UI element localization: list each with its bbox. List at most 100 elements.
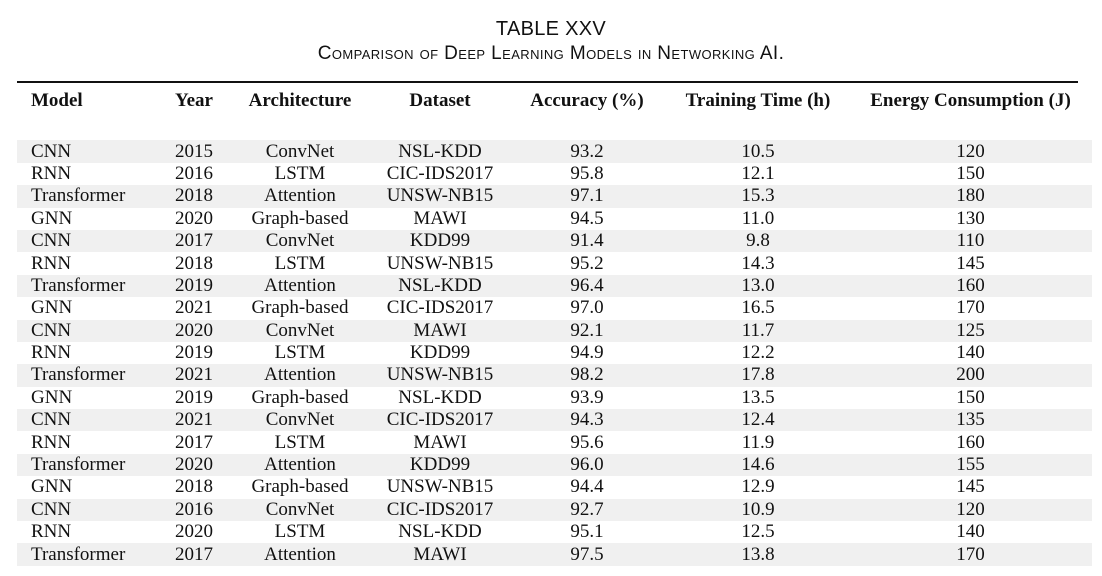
cell-model: CNN	[17, 498, 161, 522]
cell-energy-consumption: 155	[849, 453, 1092, 477]
cell-dataset: NSL-KDD	[373, 274, 507, 298]
cell-training-time: 12.4	[667, 409, 849, 432]
cell-model: GNN	[17, 476, 161, 499]
table-header: Model Year Architecture Dataset Accuracy…	[17, 83, 1092, 118]
table-row: CNN 2021 ConvNet CIC-IDS2017 94.3 12.4 135	[17, 409, 1092, 432]
cell-accuracy: 96.0	[507, 453, 667, 477]
cell-accuracy: 96.4	[507, 274, 667, 298]
cell-dataset: UNSW-NB15	[373, 476, 507, 499]
cell-architecture: Graph-based	[227, 297, 373, 320]
cell-accuracy: 97.0	[507, 297, 667, 320]
cell-energy-consumption: 180	[849, 185, 1092, 208]
cell-energy-consumption: 200	[849, 364, 1092, 387]
cell-energy-consumption: 145	[849, 252, 1092, 275]
cell-year: 2021	[161, 409, 227, 432]
table-row: RNN 2017 LSTM MAWI 95.6 11.9 160	[17, 431, 1092, 454]
cell-dataset: UNSW-NB15	[373, 185, 507, 208]
table-row: CNN 2020 ConvNet MAWI 92.1 11.7 125	[17, 319, 1092, 342]
cell-dataset: CIC-IDS2017	[373, 498, 507, 522]
table-row: Transformer 2018 Attention UNSW-NB15 97.1 15.…	[17, 185, 1092, 208]
cell-training-time: 12.2	[667, 341, 849, 365]
cell-training-time: 15.3	[667, 185, 849, 208]
cell-year: 2016	[161, 498, 227, 522]
cell-dataset: KDD99	[373, 453, 507, 477]
cell-dataset: NSL-KDD	[373, 521, 507, 544]
cell-training-time: 13.5	[667, 386, 849, 410]
spacer-row	[17, 118, 1092, 141]
cell-year: 2019	[161, 386, 227, 410]
column-header-training-time: Training Time (h)	[685, 89, 831, 111]
cell-architecture: ConvNet	[227, 319, 373, 342]
cell-accuracy: 95.2	[507, 252, 667, 275]
cell-accuracy: 95.8	[507, 162, 667, 186]
cell-energy-consumption: 125	[849, 319, 1092, 342]
cell-architecture: Attention	[227, 274, 373, 298]
cell-training-time: 16.5	[667, 297, 849, 320]
table-caption: Comparison of Deep Learning Models in Ne…	[317, 43, 785, 64]
column-header-dataset: Dataset	[409, 89, 471, 111]
cell-accuracy: 95.6	[507, 431, 667, 454]
cell-model: Transformer	[17, 453, 161, 477]
cell-training-time: 12.5	[667, 521, 849, 544]
cell-energy-consumption: 140	[849, 521, 1092, 544]
cell-accuracy: 94.5	[507, 207, 667, 230]
cell-dataset: MAWI	[373, 207, 507, 230]
cell-training-time: 11.9	[667, 431, 849, 454]
table-body: CNN 2015 ConvNet NSL-KDD 93.2 10.5 120 RNN 2016 L…	[17, 118, 1092, 566]
cell-model: CNN	[17, 319, 161, 342]
table-row: RNN 2020 LSTM NSL-KDD 95.1 12.5 140	[17, 521, 1092, 544]
cell-year: 2019	[161, 341, 227, 365]
cell-training-time: 12.9	[667, 476, 849, 499]
cell-dataset: MAWI	[373, 431, 507, 454]
table-row: RNN 2018 LSTM UNSW-NB15 95.2 14.3 145	[17, 252, 1092, 275]
cell-dataset: KDD99	[373, 341, 507, 365]
cell-year: 2019	[161, 274, 227, 298]
cell-dataset: CIC-IDS2017	[373, 409, 507, 432]
cell-architecture: Graph-based	[227, 386, 373, 410]
cell-dataset: UNSW-NB15	[373, 364, 507, 387]
cell-year: 2017	[161, 229, 227, 253]
cell-accuracy: 92.1	[507, 319, 667, 342]
cell-model: RNN	[17, 431, 161, 454]
cell-year: 2018	[161, 476, 227, 499]
cell-architecture: LSTM	[227, 162, 373, 186]
cell-training-time: 11.7	[667, 319, 849, 342]
cell-architecture: Attention	[227, 543, 373, 566]
cell-accuracy: 97.5	[507, 543, 667, 566]
table-row: Transformer 2019 Attention NSL-KDD 96.4 13.0 1…	[17, 274, 1092, 298]
table-row: CNN 2017 ConvNet KDD99 91.4 9.8 110	[17, 229, 1092, 253]
cell-model: CNN	[17, 409, 161, 432]
cell-architecture: Graph-based	[227, 476, 373, 499]
cell-accuracy: 93.9	[507, 386, 667, 410]
table-row: GNN 2020 Graph-based MAWI 94.5 11.0 130	[17, 207, 1092, 230]
cell-model: RNN	[17, 252, 161, 275]
cell-model: RNN	[17, 162, 161, 186]
cell-year: 2018	[161, 252, 227, 275]
table-row: Transformer 2017 Attention MAWI 97.5 13.8 170	[17, 543, 1092, 566]
cell-model: Transformer	[17, 364, 161, 387]
cell-model: CNN	[17, 229, 161, 253]
cell-energy-consumption: 135	[849, 409, 1092, 432]
table-row: GNN 2021 Graph-based CIC-IDS2017 97.0 16.5 170	[17, 297, 1092, 320]
cell-dataset: NSL-KDD	[373, 140, 507, 163]
cell-year: 2020	[161, 319, 227, 342]
cell-dataset: CIC-IDS2017	[373, 297, 507, 320]
table-row: Transformer 2020 Attention KDD99 96.0 14.6 155	[17, 453, 1092, 477]
cell-year: 2020	[161, 453, 227, 477]
table-row: GNN 2019 Graph-based NSL-KDD 93.9 13.5 150	[17, 386, 1092, 410]
cell-dataset: MAWI	[373, 543, 507, 566]
header-row: Model Year Architecture Dataset Accuracy…	[17, 83, 1092, 118]
column-header-energy-consumption: Energy Consumption (J)	[870, 89, 1071, 111]
cell-model: GNN	[17, 207, 161, 230]
table-row: GNN 2018 Graph-based UNSW-NB15 94.4 12.9 145	[17, 476, 1092, 499]
cell-energy-consumption: 120	[849, 498, 1092, 522]
cell-energy-consumption: 150	[849, 386, 1092, 410]
cell-year: 2021	[161, 364, 227, 387]
column-header-model: Model	[31, 89, 83, 111]
cell-dataset: NSL-KDD	[373, 386, 507, 410]
cell-training-time: 14.3	[667, 252, 849, 275]
cell-energy-consumption: 160	[849, 431, 1092, 454]
cell-accuracy: 94.3	[507, 409, 667, 432]
cell-architecture: ConvNet	[227, 409, 373, 432]
table-row: Transformer 2021 Attention UNSW-NB15 98.2 17.…	[17, 364, 1092, 387]
